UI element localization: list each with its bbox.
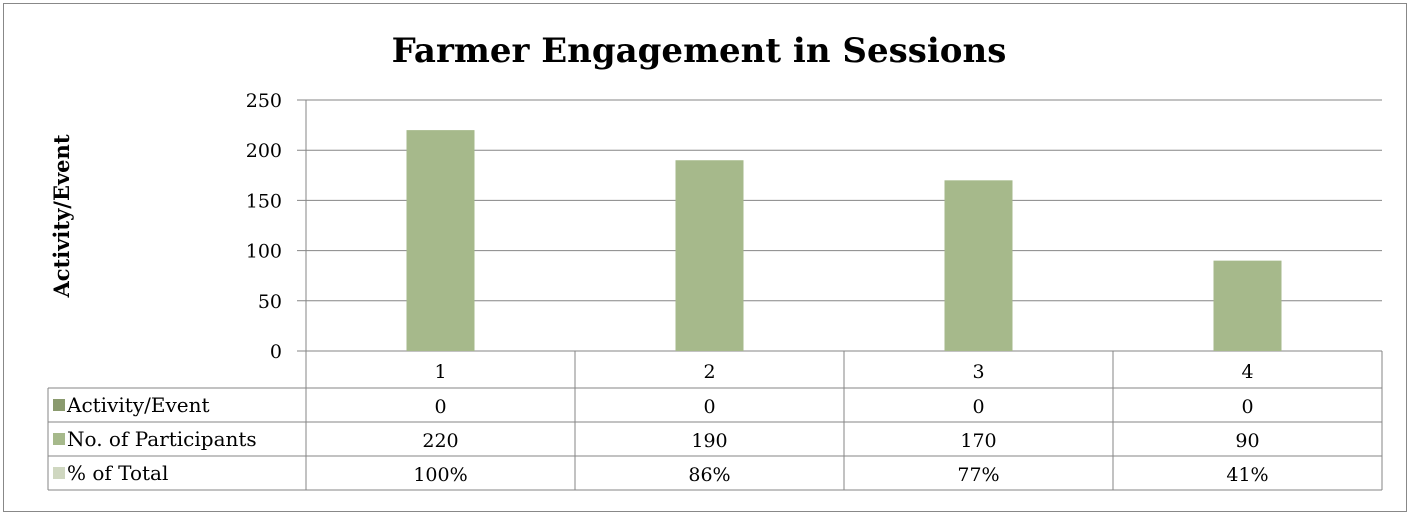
data-label: 170 (960, 430, 996, 452)
x-tick-label: 2 (703, 361, 715, 383)
x-tick-label: 4 (1241, 361, 1253, 383)
y-tick-label: 100 (246, 241, 282, 263)
chart-frame: Farmer Engagement in Sessions Activity/E… (3, 3, 1407, 512)
y-axis-label: Activity/Event (49, 134, 74, 298)
gridlines (297, 99, 1382, 352)
legend-swatch (53, 433, 65, 445)
data-label: 0 (1241, 396, 1253, 418)
y-tick-label: 200 (246, 140, 282, 162)
y-axis-ticks: 0 50 100 150 200 250 (246, 90, 282, 363)
data-label: 77% (957, 464, 999, 486)
bar (675, 160, 744, 351)
bar (944, 180, 1013, 351)
series-label: Activity/Event (66, 393, 210, 417)
bar (406, 130, 475, 351)
y-tick-label: 250 (246, 90, 282, 112)
bar (1213, 260, 1282, 351)
y-tick-label: 0 (270, 341, 282, 363)
data-label: 220 (422, 430, 458, 452)
data-label: 90 (1235, 430, 1259, 452)
data-label: 190 (691, 430, 727, 452)
bars (406, 130, 1282, 351)
x-tick-label: 3 (972, 361, 984, 383)
y-tick-label: 150 (246, 190, 282, 212)
series-label: % of Total (67, 461, 168, 485)
chart: Farmer Engagement in Sessions Activity/E… (47, 31, 1383, 491)
data-label: 41% (1226, 464, 1268, 486)
legend-swatch (53, 467, 65, 479)
data-label: 0 (434, 396, 446, 418)
chart-title: Farmer Engagement in Sessions (392, 31, 1007, 71)
data-label: 86% (688, 464, 730, 486)
data-label: 0 (972, 396, 984, 418)
x-tick-label: 1 (434, 361, 446, 383)
legend-swatch (53, 399, 65, 411)
data-label: 0 (703, 396, 715, 418)
series-label: No. of Participants (67, 427, 257, 451)
y-tick-label: 50 (258, 291, 282, 313)
data-table: 1 2 3 4 Activity/Event 0 0 0 0 No. of Participant… (47, 351, 1383, 491)
data-label: 100% (413, 464, 467, 486)
